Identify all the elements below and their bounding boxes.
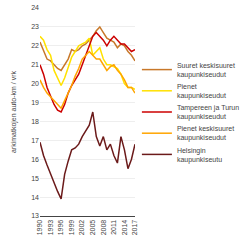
svg-text:2017: 2017: [131, 220, 138, 236]
svg-text:1999: 1999: [68, 220, 75, 236]
svg-text:2005: 2005: [89, 220, 96, 236]
svg-text:21: 21: [31, 61, 39, 68]
svg-text:15: 15: [31, 175, 39, 182]
svg-text:19: 19: [31, 99, 39, 106]
svg-text:2002: 2002: [78, 220, 85, 236]
svg-text:1996: 1996: [57, 220, 64, 236]
svg-text:2008: 2008: [100, 220, 107, 236]
svg-text:2014: 2014: [121, 220, 128, 236]
svg-text:Pienet keskisuuretkaupunkiseud: Pienet keskisuuretkaupunkiseudut: [177, 125, 234, 142]
svg-text:20: 20: [31, 80, 39, 87]
svg-text:Tampereen ja Turunkaupunkiseud: Tampereen ja Turunkaupunkiseudut: [177, 104, 239, 121]
svg-text:24: 24: [31, 4, 39, 11]
svg-text:arkimatkojen auto-km / vrk: arkimatkojen auto-km / vrk: [10, 70, 18, 153]
svg-text:13: 13: [31, 212, 39, 219]
svg-text:1990: 1990: [36, 220, 43, 236]
svg-text:14: 14: [31, 194, 39, 201]
svg-text:23: 23: [31, 23, 39, 30]
svg-text:Suuret keskisuuretkaupunkiseud: Suuret keskisuuretkaupunkiseudut: [177, 62, 235, 79]
svg-text:Helsinginkaupunkiseutu: Helsinginkaupunkiseutu: [177, 147, 222, 164]
svg-text:Pienetkaupunkiseudut: Pienetkaupunkiseudut: [177, 83, 226, 100]
svg-text:1993: 1993: [47, 220, 54, 236]
svg-text:22: 22: [31, 42, 39, 49]
svg-text:17: 17: [31, 137, 39, 144]
svg-text:18: 18: [31, 118, 39, 125]
svg-text:16: 16: [31, 156, 39, 163]
svg-text:2011: 2011: [110, 220, 117, 235]
